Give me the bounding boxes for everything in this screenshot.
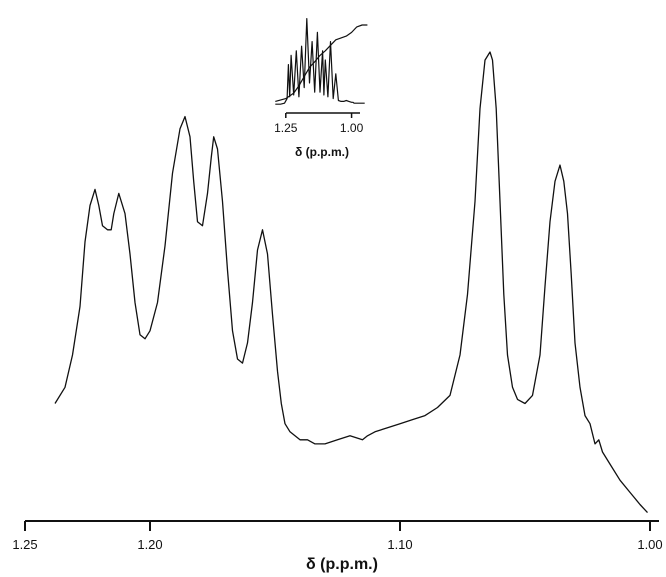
main-series [54, 51, 648, 514]
inset-series [275, 18, 368, 105]
main-x-tick-label: 1.20 [137, 537, 162, 552]
main-x-tick-label: 1.10 [387, 537, 412, 552]
main-x-tick-labels: 1.25 1.20 1.10 1.00 [12, 537, 662, 552]
main-x-tick-label: 1.25 [12, 537, 37, 552]
main-series-0-line [54, 51, 648, 514]
main-x-axis-label: δ (p.p.m.) [306, 556, 378, 573]
inset-spectrum-chart: 1.25 1.00 δ (p.p.m.) [274, 18, 368, 159]
inset-x-axis-label: δ (p.p.m.) [295, 145, 349, 159]
main-x-ticks [24, 521, 651, 531]
inset-series-0-line [275, 18, 365, 105]
inset-x-tick-labels: 1.25 1.00 [274, 121, 363, 135]
inset-x-ticks [285, 113, 353, 118]
inset-series-1-line [275, 24, 368, 102]
main-spectrum-chart: 1.25 1.20 1.10 1.00 δ (p.p.m.) [12, 51, 663, 573]
main-x-tick-label: 1.00 [637, 537, 662, 552]
inset-x-tick-label: 1.00 [340, 121, 364, 135]
inset-x-tick-label: 1.25 [274, 121, 298, 135]
